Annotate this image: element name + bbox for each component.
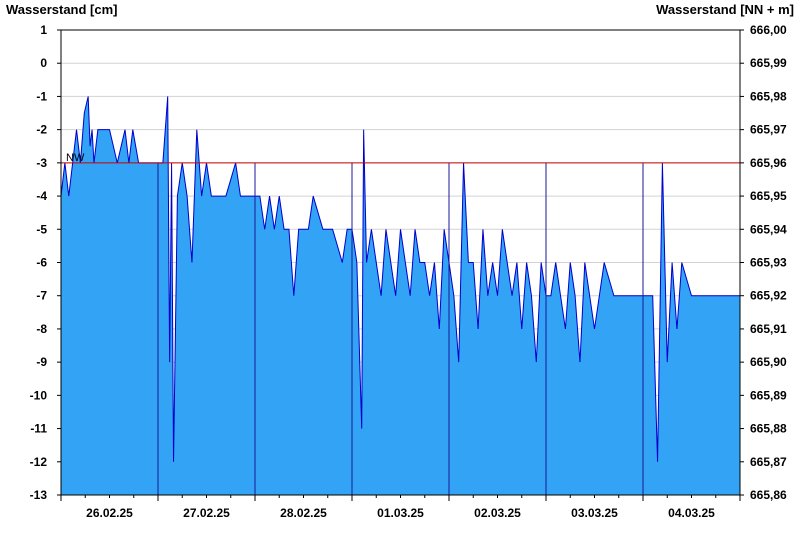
right-tick-label: 665,87: [750, 455, 787, 469]
water-level-area: [61, 96, 740, 495]
left-tick-label: -11: [30, 422, 47, 436]
left-tick-label: -6: [36, 256, 47, 270]
right-tick-label: 665,93: [750, 256, 787, 270]
right-tick-label: 665,92: [750, 289, 787, 303]
left-tick-label: -12: [30, 455, 48, 469]
day-separator-lines: [157, 162, 644, 495]
left-tick-label: -7: [36, 289, 47, 303]
right-tick-label: 665,86: [750, 488, 787, 502]
left-tick-label: -1: [36, 89, 47, 103]
left-tick-label: -10: [30, 388, 48, 402]
x-tick-label: 03.03.25: [571, 506, 618, 520]
left-tick-label: -8: [36, 322, 47, 336]
right-tick-label: 665,96: [750, 156, 787, 170]
area-layer: [60, 96, 740, 495]
left-tick-label: -13: [30, 488, 48, 502]
left-axis-title: Wasserstand [cm]: [6, 2, 118, 17]
right-tick-label: 665,89: [750, 388, 787, 402]
x-tick-label: 27.02.25: [183, 506, 230, 520]
right-tick-label: 665,90: [750, 355, 787, 369]
right-tick-label: 665,95: [750, 189, 787, 203]
nw-label: NW: [66, 152, 85, 164]
right-tick-label: 665,94: [750, 222, 787, 236]
right-axis: 666,00 665,99 665,98 665,97 665,96 665,95 665,…: [740, 23, 787, 502]
left-tick-label: -5: [36, 222, 47, 236]
reference-layer: NW: [61, 152, 740, 164]
right-tick-label: 666,00: [750, 23, 787, 37]
left-tick-label: -2: [36, 123, 47, 137]
x-tick-label: 28.02.25: [280, 506, 327, 520]
left-tick-label: -9: [36, 355, 47, 369]
right-tick-label: 665,97: [750, 123, 787, 137]
x-tick-label: 26.02.25: [86, 506, 133, 520]
x-tick-label: 04.03.25: [668, 506, 715, 520]
left-tick-label: 1: [40, 23, 47, 37]
x-tick-label: 02.03.25: [474, 506, 521, 520]
right-tick-label: 665,91: [750, 322, 787, 336]
left-tick-label: -4: [36, 189, 47, 203]
left-axis: 1 0 -1 -2 -3 -4 -5 -6 -7 -8 -9 -10 -11 -12 -13: [30, 23, 61, 502]
x-axis: 26.02.25 27.02.25 28.02.25 01.03.25 02.03.25…: [60, 495, 741, 520]
right-tick-label: 665,98: [750, 89, 787, 103]
x-tick-label: 01.03.25: [377, 506, 424, 520]
left-tick-label: 0: [40, 56, 47, 70]
right-tick-label: 665,88: [750, 422, 787, 436]
left-tick-label: -3: [36, 156, 47, 170]
right-axis-title: Wasserstand [NN + m]: [656, 2, 794, 17]
right-tick-label: 665,99: [750, 56, 787, 70]
